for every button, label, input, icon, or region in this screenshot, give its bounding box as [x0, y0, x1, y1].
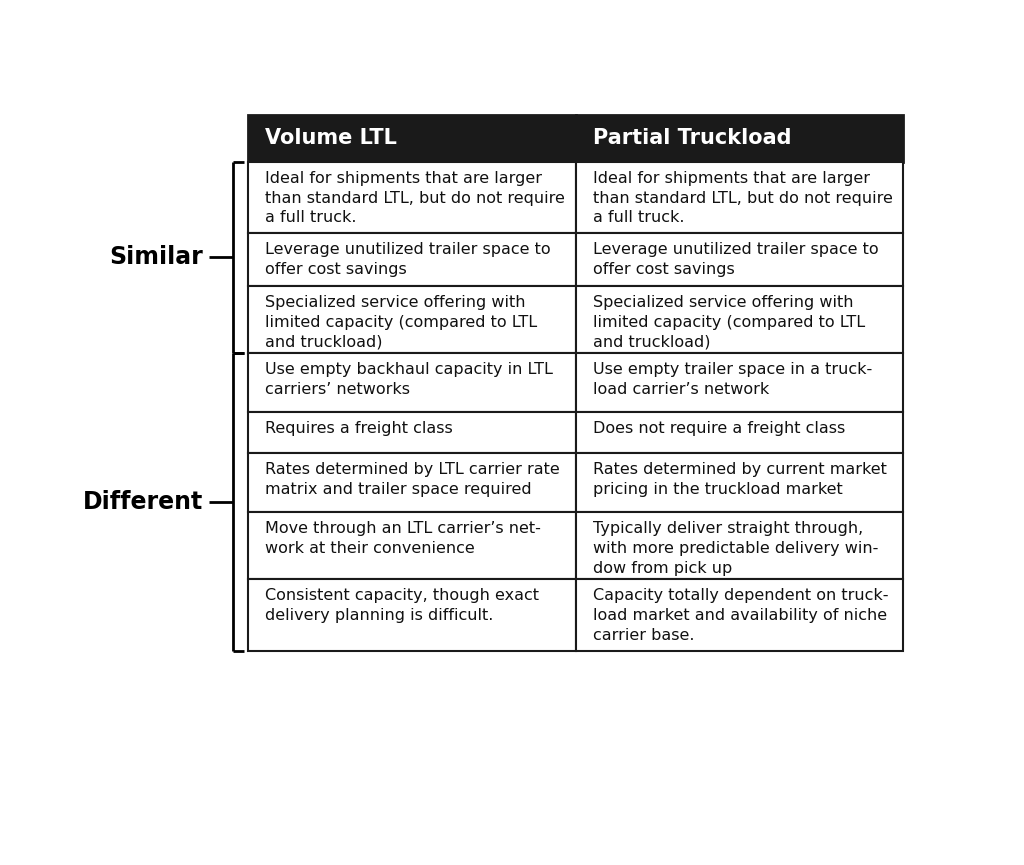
- Bar: [575, 353, 903, 412]
- Bar: [575, 512, 903, 579]
- Bar: [575, 115, 903, 162]
- Bar: [575, 162, 903, 234]
- Text: Similar: Similar: [110, 245, 203, 269]
- Text: Does not require a freight class: Does not require a freight class: [593, 421, 845, 436]
- Bar: [248, 234, 575, 285]
- Text: Specialized service offering with
limited capacity (compared to LTL
and truckloa: Specialized service offering with limite…: [593, 295, 864, 349]
- Bar: [248, 162, 575, 234]
- Text: Use empty backhaul capacity in LTL
carriers’ networks: Use empty backhaul capacity in LTL carri…: [265, 362, 553, 396]
- Bar: [248, 353, 575, 412]
- Text: Specialized service offering with
limited capacity (compared to LTL
and truckloa: Specialized service offering with limite…: [265, 295, 538, 349]
- Text: Partial Truckload: Partial Truckload: [593, 128, 792, 149]
- Text: Different: Different: [83, 490, 203, 514]
- Text: Ideal for shipments that are larger
than standard LTL, but do not require
a full: Ideal for shipments that are larger than…: [265, 170, 565, 226]
- Text: Move through an LTL carrier’s net-
work at their convenience: Move through an LTL carrier’s net- work …: [265, 521, 541, 556]
- Text: Consistent capacity, though exact
delivery planning is difficult.: Consistent capacity, though exact delive…: [265, 588, 540, 623]
- Bar: [575, 412, 903, 452]
- Text: Rates determined by LTL carrier rate
matrix and trailer space required: Rates determined by LTL carrier rate mat…: [265, 462, 560, 497]
- Bar: [575, 285, 903, 353]
- Text: Leverage unutilized trailer space to
offer cost savings: Leverage unutilized trailer space to off…: [265, 242, 551, 277]
- Bar: [248, 115, 575, 162]
- Text: Volume LTL: Volume LTL: [265, 128, 397, 149]
- Bar: [575, 452, 903, 512]
- Text: Ideal for shipments that are larger
than standard LTL, but do not require
a full: Ideal for shipments that are larger than…: [593, 170, 893, 226]
- Bar: [575, 234, 903, 285]
- Text: Capacity totally dependent on truck-
load market and availability of niche
carri: Capacity totally dependent on truck- loa…: [593, 588, 888, 643]
- Bar: [575, 579, 903, 650]
- Bar: [248, 512, 575, 579]
- Bar: [248, 452, 575, 512]
- Text: Leverage unutilized trailer space to
offer cost savings: Leverage unutilized trailer space to off…: [593, 242, 879, 277]
- Text: Requires a freight class: Requires a freight class: [265, 421, 453, 436]
- Bar: [248, 412, 575, 452]
- Text: Rates determined by current market
pricing in the truckload market: Rates determined by current market prici…: [593, 462, 887, 497]
- Text: Typically deliver straight through,
with more predictable delivery win-
dow from: Typically deliver straight through, with…: [593, 521, 878, 576]
- Bar: [248, 285, 575, 353]
- Bar: [248, 579, 575, 650]
- Text: Use empty trailer space in a truck-
load carrier’s network: Use empty trailer space in a truck- load…: [593, 362, 871, 396]
